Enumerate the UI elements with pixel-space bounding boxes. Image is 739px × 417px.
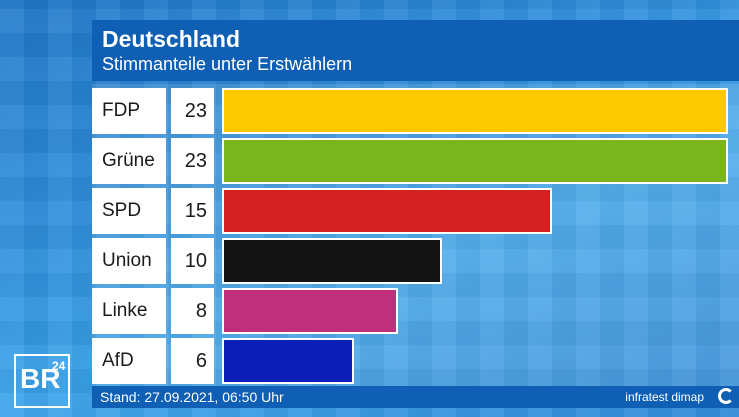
bar-row: SPD 15 — [92, 188, 739, 234]
bar — [222, 138, 728, 184]
bar-value-label: 23 — [171, 88, 214, 134]
bar-row: Grüne 23 — [92, 138, 739, 184]
bar — [222, 288, 398, 334]
bar-row: Union 10 — [92, 238, 739, 284]
bar-label: Union — [92, 238, 166, 284]
bar-label: Grüne — [92, 138, 166, 184]
chart-header: Deutschland Stimmanteile unter Erstwähle… — [92, 20, 739, 81]
bar-label: Linke — [92, 288, 166, 334]
bar-label: SPD — [92, 188, 166, 234]
chart-title: Deutschland — [102, 26, 241, 52]
bar-value-label: 8 — [171, 288, 214, 334]
bar-value-label: 6 — [171, 338, 214, 384]
timestamp: Stand: 27.09.2021, 06:50 Uhr — [100, 389, 284, 405]
source-label: infratest dimap — [625, 390, 704, 404]
bar — [222, 88, 728, 134]
infratest-logo-icon — [718, 388, 734, 404]
br-logo-number: 24 — [52, 359, 66, 373]
bar — [222, 188, 552, 234]
bar-row: AfD 6 — [92, 338, 739, 384]
chart-subtitle: Stimmanteile unter Erstwählern — [102, 54, 353, 74]
chart-panel — [92, 84, 739, 386]
br24-logo: BR 24 — [14, 354, 70, 408]
bar-label: AfD — [92, 338, 166, 384]
bar-label: FDP — [92, 88, 166, 134]
br-logo-text: BR — [20, 363, 61, 394]
bar-value-label: 10 — [171, 238, 214, 284]
bar-value-label: 15 — [171, 188, 214, 234]
bar — [222, 238, 442, 284]
footer-bar: Stand: 27.09.2021, 06:50 Uhr infratest d… — [92, 386, 739, 408]
bar-row: Linke 8 — [92, 288, 739, 334]
bar-value-label: 23 — [171, 138, 214, 184]
bar-row: FDP 23 — [92, 88, 739, 134]
bar — [222, 338, 354, 384]
